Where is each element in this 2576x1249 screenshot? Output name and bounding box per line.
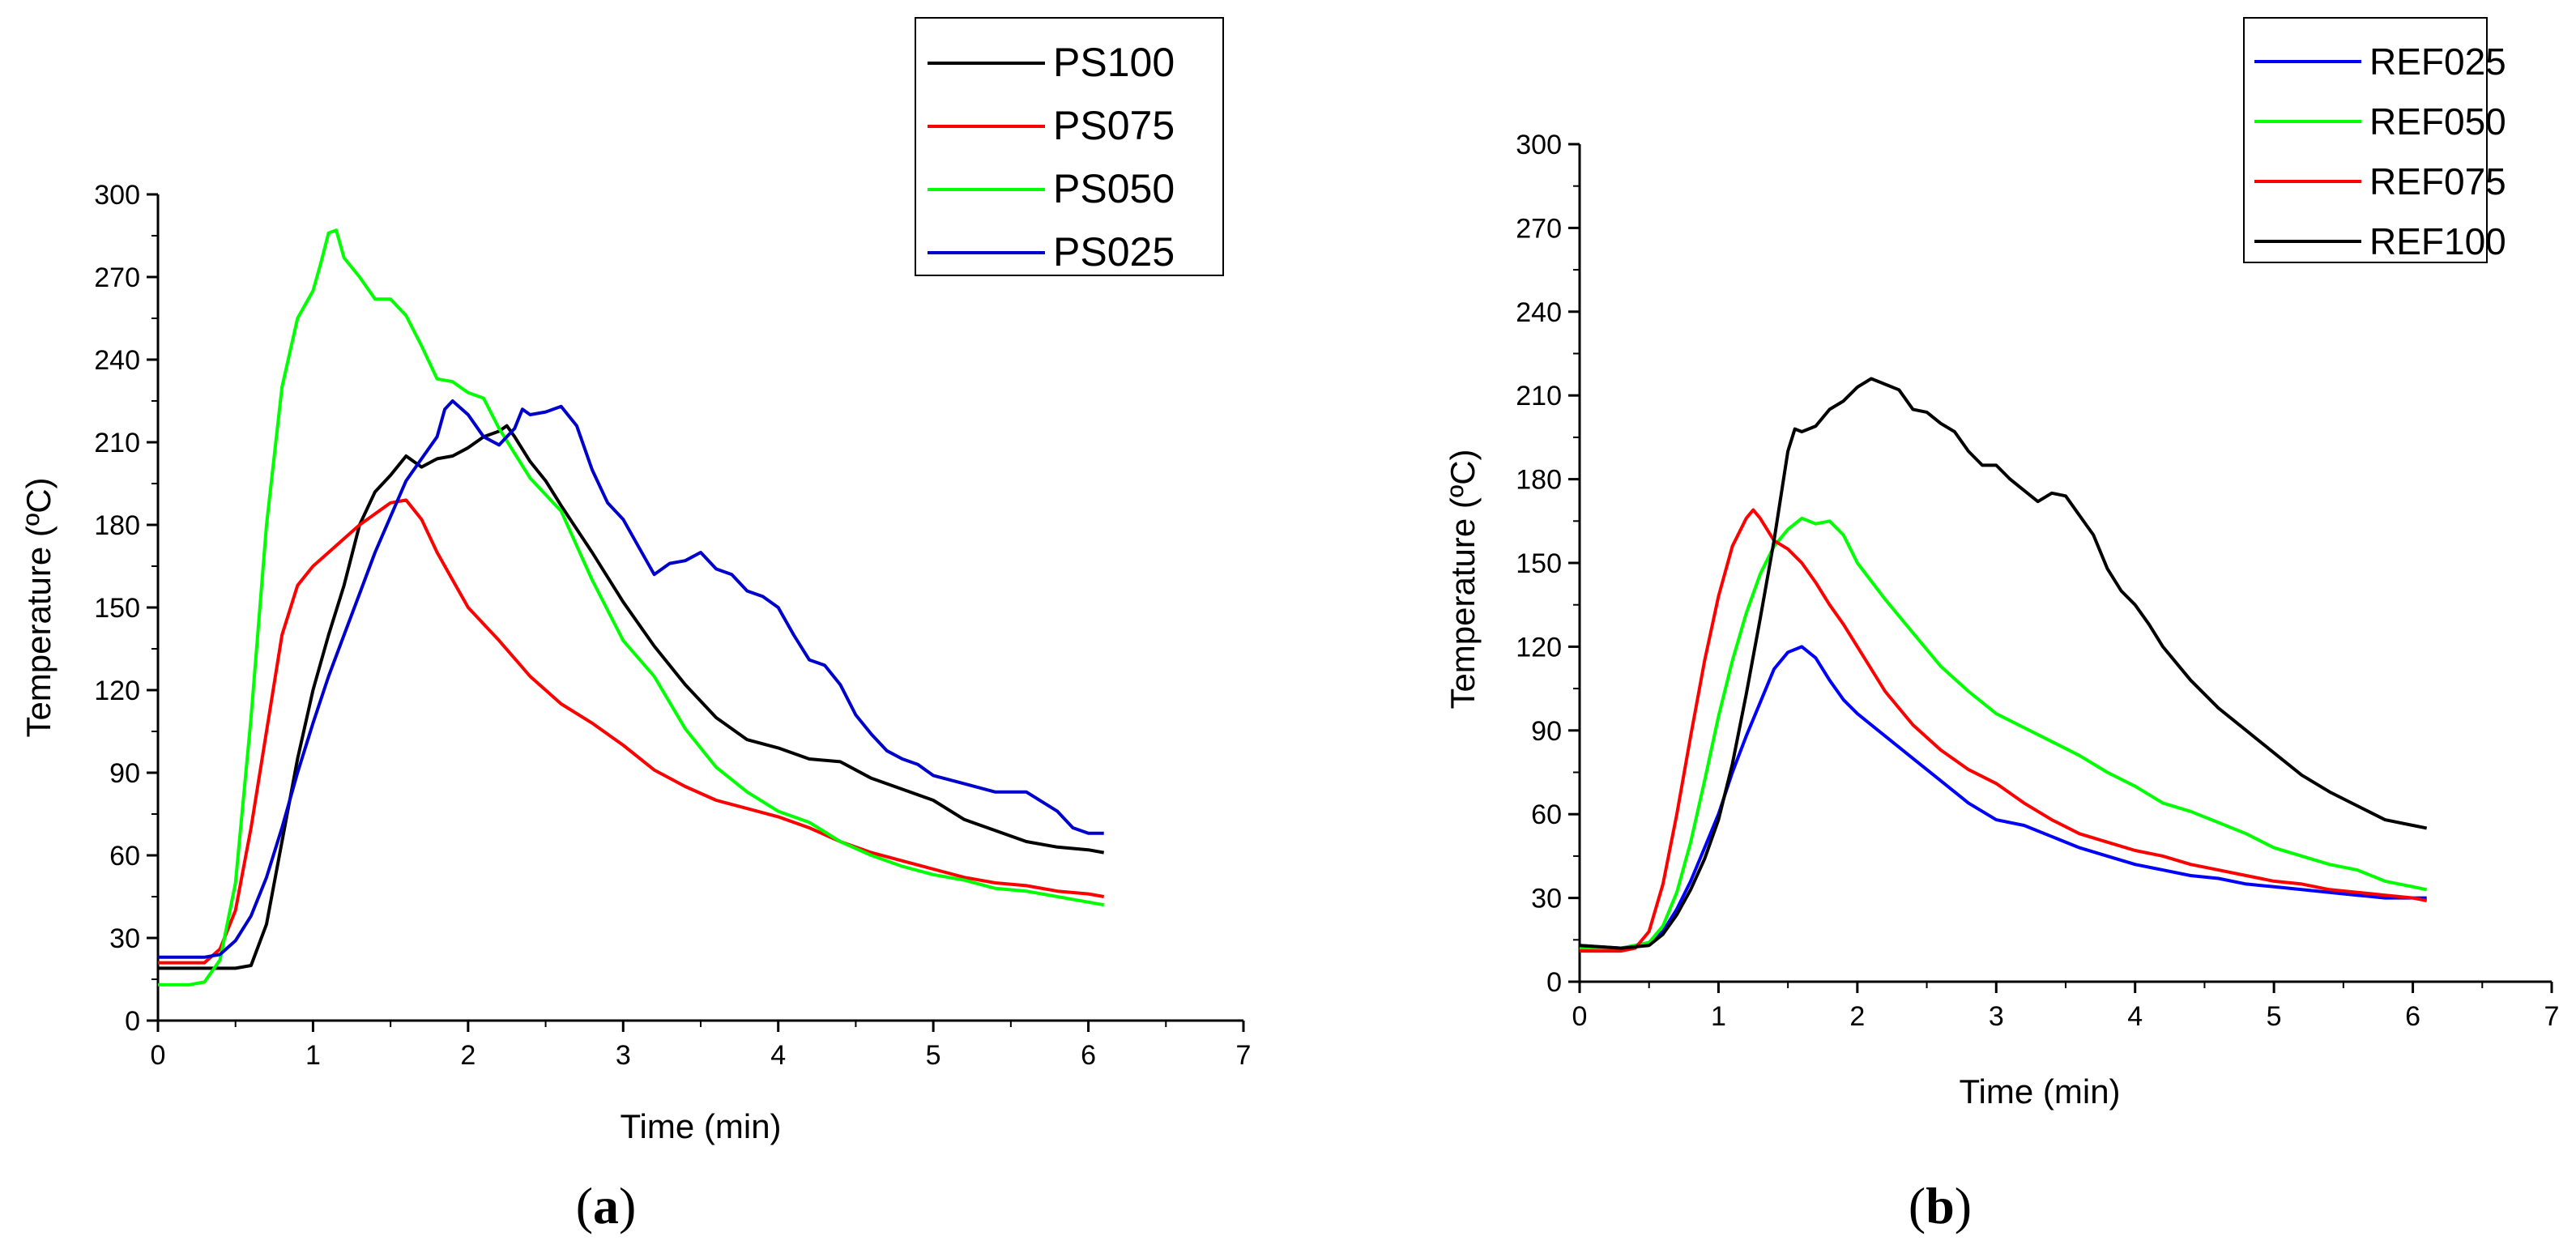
y-axis-title: Temperature (ºC) (1444, 449, 1482, 709)
legend-label-ps100: PS100 (1053, 40, 1175, 85)
y-axis-title: Temperature (ºC) (19, 477, 58, 737)
y-tick-label: 300 (1516, 130, 1562, 160)
y-tick-label: 150 (1516, 548, 1562, 579)
chart-panel-b: 0 30 60 90 120 150 180 210 240 270 300 0 1 2 3 4 5 6 7 Time… (1444, 17, 2560, 1234)
x-tick-label: 6 (2405, 1001, 2420, 1032)
series-line-ref100 (1579, 377, 2428, 950)
y-tick-label: 210 (1516, 381, 1562, 411)
y-tick-label: 0 (125, 1006, 140, 1037)
y-tick-label: 120 (94, 676, 140, 706)
panel-label: (b) (1909, 1177, 1972, 1234)
x-tick-label: 1 (305, 1040, 321, 1071)
legend-box (915, 17, 1224, 276)
x-axis-title: Time (min) (620, 1107, 781, 1145)
legend-label-ps050: PS050 (1053, 166, 1175, 211)
x-tick-label: 2 (1849, 1001, 1865, 1032)
x-tick-label: 7 (1236, 1040, 1252, 1071)
legend-box (2243, 17, 2488, 263)
y-tick-label: 0 (1546, 967, 1562, 998)
y-tick-label: 300 (94, 180, 140, 211)
y-tick-label: 60 (1531, 799, 1562, 830)
series-line-ps050 (158, 228, 1105, 987)
y-tick-label: 240 (1516, 297, 1562, 328)
legend-label-ref100: REF100 (2369, 220, 2506, 262)
y-tick-label: 150 (94, 593, 140, 624)
series-line-ps025 (158, 399, 1104, 959)
x-tick-label: 4 (2127, 1001, 2143, 1032)
x-tick-label: 2 (460, 1040, 476, 1071)
y-tick-label: 30 (1531, 884, 1562, 914)
x-tick-label: 1 (1711, 1001, 1726, 1032)
x-tick-label: 6 (1081, 1040, 1096, 1071)
series-line-ref025 (1579, 645, 2427, 950)
legend-label-ps025: PS025 (1053, 229, 1175, 275)
x-tick-label: 5 (2267, 1001, 2282, 1032)
legend-label-ps075: PS075 (1053, 103, 1175, 148)
y-tick-label: 210 (94, 428, 140, 458)
series-line-ref075 (1580, 508, 2428, 953)
y-tick-label: 90 (1531, 716, 1562, 747)
x-tick-label: 0 (151, 1040, 166, 1071)
x-tick-label: 3 (616, 1040, 631, 1071)
y-tick-label: 240 (94, 345, 140, 376)
y-tick-label: 270 (94, 262, 140, 293)
x-axis-title: Time (min) (1959, 1072, 2120, 1110)
legend-label-ref025: REF025 (2369, 40, 2506, 83)
legend-label-ref050: REF050 (2369, 100, 2506, 143)
series-line-ps100 (158, 424, 1105, 970)
y-tick-label: 30 (109, 923, 140, 954)
x-tick-label: 7 (2544, 1001, 2560, 1032)
x-tick-label: 4 (770, 1040, 786, 1071)
y-tick-label: 120 (1516, 632, 1562, 663)
y-tick-label: 180 (94, 510, 140, 541)
legend-label-ref075: REF075 (2369, 160, 2506, 202)
x-tick-label: 5 (926, 1040, 941, 1071)
series-line-ref050 (1580, 516, 2428, 950)
x-tick-label: 3 (1989, 1001, 2004, 1032)
chart-panel-a: 0 30 60 90 120 150 180 210 240 270 300 0 1 2 3 4 5 6 7 Time… (19, 17, 1252, 1234)
x-tick-label: 0 (1572, 1001, 1588, 1032)
series-line-ps075 (158, 498, 1105, 965)
y-tick-label: 270 (1516, 213, 1562, 244)
y-tick-label: 180 (1516, 465, 1562, 496)
y-tick-label: 60 (109, 841, 140, 872)
y-tick-label: 90 (109, 758, 140, 789)
panel-label: (a) (576, 1177, 637, 1234)
